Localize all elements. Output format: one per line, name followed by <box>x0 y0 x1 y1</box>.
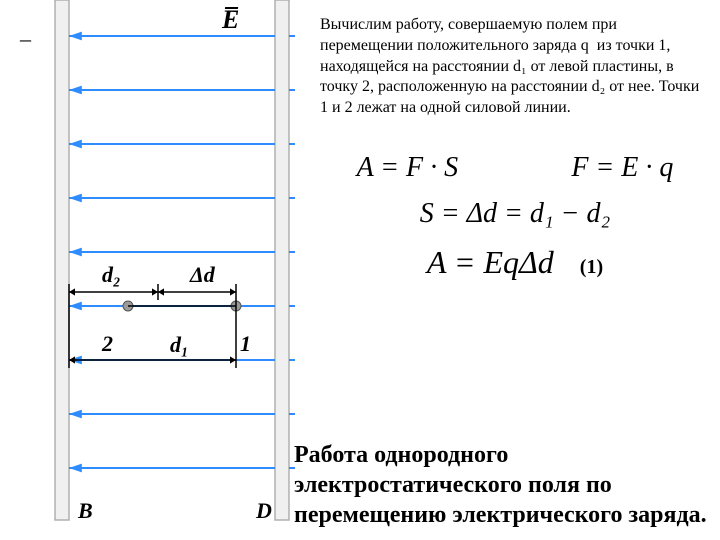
svg-text:1: 1 <box>240 331 251 356</box>
negative-sign: – <box>20 28 31 50</box>
description-text: Вычислим работу, совершаемую полем при п… <box>320 15 710 119</box>
svg-text:B: B <box>77 498 93 523</box>
svg-text:d₁: d₁ <box>170 332 189 357</box>
equation-F-Eq: F = E · q <box>571 149 673 187</box>
svg-text:D: D <box>255 498 272 523</box>
svg-text:d₂: d₂ <box>102 262 121 287</box>
equation-A-Eqdd: A = EqΔd <box>427 244 554 280</box>
right-column: Вычислим работу, совершаемую полем при п… <box>320 15 710 292</box>
page: – E̅ d₂ Δd d₁ 1 2 B D Вычислим работу, совершае… <box>0 0 720 540</box>
svg-text:Δd: Δd <box>189 262 216 287</box>
svg-text:2: 2 <box>101 331 113 356</box>
diagram-svg: E̅ d₂ Δd d₁ 1 2 B D <box>40 0 300 540</box>
svg-text:E̅: E̅ <box>221 5 239 34</box>
section-heading: Работа однородного электростатического п… <box>294 440 714 530</box>
formulas: A = F · S F = E · q S = Δd = d₁ − d₂ A =… <box>320 149 710 284</box>
capacitor-diagram: E̅ d₂ Δd d₁ 1 2 B D <box>40 0 300 540</box>
equation-number-1: (1) <box>580 256 603 278</box>
equation-A-FS: A = F · S <box>357 149 459 187</box>
equation-S-deltad: S = Δd = d₁ − d₂ <box>420 198 611 229</box>
